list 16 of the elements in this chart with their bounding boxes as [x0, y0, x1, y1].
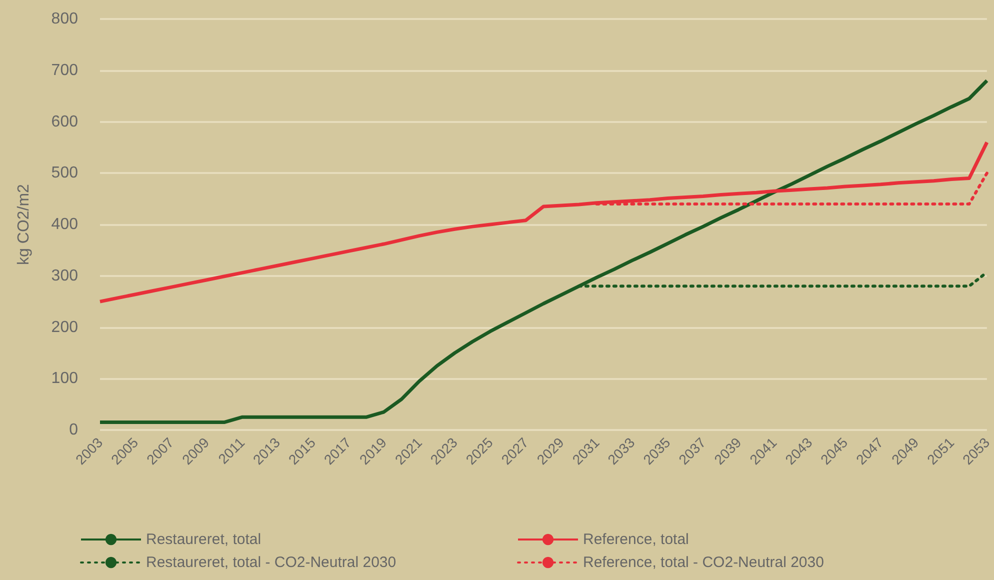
y-tick-label: 0 — [69, 422, 78, 438]
y-tick-label: 100 — [51, 370, 78, 388]
legend-label: Restaureret, total - CO2-Neutral 2030 — [146, 554, 396, 571]
y-tick-label: 400 — [51, 216, 78, 233]
y-tick-label: 800 — [51, 10, 78, 28]
y-tick-label: 200 — [51, 318, 78, 336]
line-series — [98, 140, 989, 304]
line-series — [98, 78, 989, 424]
y-tick-label: 700 — [51, 62, 78, 79]
legend-label: Restaureret, total — [146, 531, 262, 548]
y-tick-label: 500 — [51, 164, 78, 182]
legend-label: Reference, total - CO2-Neutral 2030 — [583, 554, 824, 571]
y-tick-label: 300 — [51, 267, 78, 284]
y-axis-title: kg CO2/m2 — [16, 184, 32, 265]
legend-label: Reference, total — [583, 531, 689, 548]
y-tick-label: 600 — [51, 113, 78, 130]
